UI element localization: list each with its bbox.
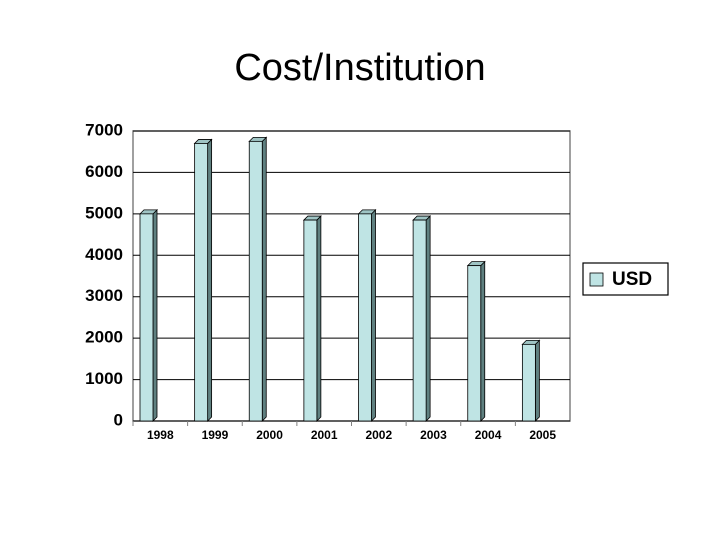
- bar-side: [425, 215, 431, 422]
- y-tick-label: 7000: [85, 120, 123, 139]
- x-tick-label: 2000: [256, 428, 283, 442]
- y-tick-label: 5000: [85, 203, 123, 222]
- bar-side: [371, 208, 376, 422]
- bar: [521, 343, 536, 422]
- bar: [412, 219, 427, 422]
- legend-swatch: [589, 272, 604, 287]
- x-tick-label: 2004: [475, 428, 502, 442]
- bar: [248, 140, 263, 422]
- legend-label: USD: [612, 269, 652, 290]
- y-tick-label: 6000: [85, 162, 123, 181]
- bar-side: [207, 138, 213, 422]
- bar: [139, 213, 154, 422]
- bar: [303, 219, 318, 422]
- bar-side: [152, 208, 158, 422]
- x-tick-label: 2001: [311, 428, 338, 442]
- x-tick-label: 2003: [420, 428, 447, 442]
- x-tick-label: 1998: [147, 428, 174, 442]
- y-tick-label: 4000: [85, 245, 123, 264]
- bar-side: [480, 260, 486, 422]
- bar: [358, 213, 372, 422]
- y-tick-label: 3000: [85, 286, 123, 305]
- bar: [194, 143, 209, 422]
- x-tick-label: 2005: [529, 428, 556, 442]
- bar: [467, 265, 482, 422]
- bar-side: [316, 215, 322, 422]
- bar-side: [534, 339, 540, 422]
- bar-side: [261, 136, 267, 422]
- y-tick-label: 1000: [85, 369, 123, 388]
- chart-title: Cost/Institution: [234, 47, 485, 89]
- x-tick-label: 1999: [202, 428, 229, 442]
- y-tick-label: 2000: [85, 328, 123, 347]
- y-tick-label: 0: [114, 410, 123, 429]
- x-tick-label: 2002: [365, 428, 392, 442]
